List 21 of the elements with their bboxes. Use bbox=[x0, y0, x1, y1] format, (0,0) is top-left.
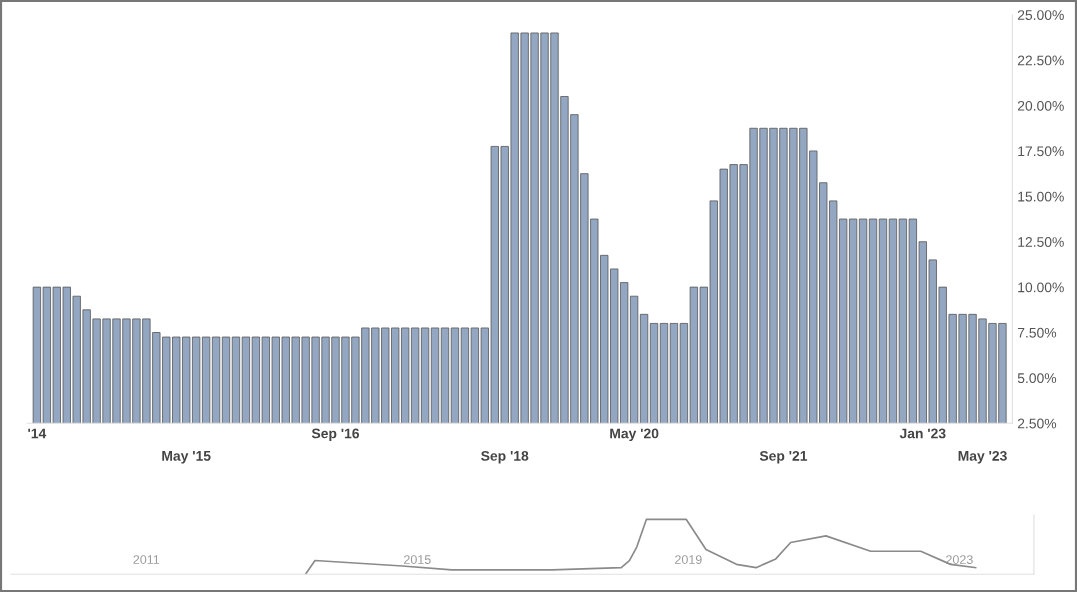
x-tick-label: Jan '23 bbox=[899, 428, 946, 439]
x-tick-label: Sep '16 bbox=[311, 428, 360, 442]
y-tick-label: 10.00% bbox=[1018, 282, 1064, 293]
y-tick-label: 22.50% bbox=[1017, 55, 1064, 66]
x-tick-label: 2015 bbox=[404, 555, 431, 564]
y-tick-label: 20.00% bbox=[1017, 100, 1064, 111]
x-tick-label: Sep '21 bbox=[759, 450, 808, 464]
x-tick-label: '14 bbox=[28, 428, 47, 439]
x-tick-label: May '15 bbox=[162, 451, 211, 464]
x-tick-label: Sep '18 bbox=[481, 450, 529, 464]
x-tick-label: May '23 bbox=[958, 450, 1007, 464]
x-tick-label: 2019 bbox=[675, 555, 702, 564]
y-tick-label: 7.50% bbox=[1017, 327, 1057, 338]
y-tick-label: 12.50% bbox=[1018, 237, 1064, 247]
y-tick-label: 5.00% bbox=[1017, 373, 1057, 384]
x-tick-label: 2011 bbox=[133, 555, 160, 564]
y-tick-label: 2.50% bbox=[1017, 418, 1057, 429]
y-tick-label: 25.00% bbox=[1017, 10, 1064, 20]
y-tick-label: 15.00% bbox=[1018, 191, 1064, 202]
y-tick-label: 17.50% bbox=[1018, 146, 1064, 157]
x-tick-label: May '20 bbox=[610, 428, 659, 442]
